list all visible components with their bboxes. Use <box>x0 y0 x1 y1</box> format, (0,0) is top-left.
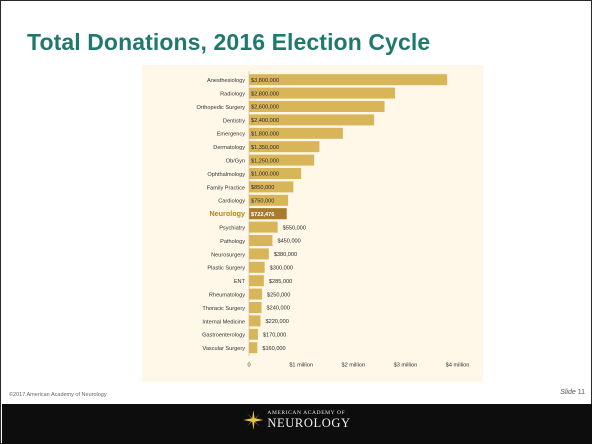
x-tick-label: 0 <box>247 362 250 368</box>
bar <box>249 154 315 166</box>
data-label: $2,800,000 <box>251 91 279 97</box>
logo-line1: AMERICAN ACADEMY OF <box>267 410 346 416</box>
category-label: Plastic Surgery <box>207 266 245 272</box>
category-label: Emergency <box>217 132 245 138</box>
logo-line2: NEUROLOGY <box>267 415 351 430</box>
data-label: $550,000 <box>283 225 306 231</box>
slide-word: Slide <box>560 389 576 396</box>
data-label: $2,600,000 <box>251 105 279 111</box>
x-tick-label: $1 million <box>289 362 313 368</box>
data-label: $250,000 <box>267 292 290 298</box>
data-label: $380,000 <box>274 252 297 258</box>
bar <box>249 302 262 313</box>
data-label: $1,800,000 <box>251 132 279 138</box>
category-label: Family Practice <box>207 185 245 191</box>
bar <box>249 221 278 233</box>
bar <box>249 127 343 139</box>
slide-number-value: 11 <box>577 389 585 396</box>
category-label: Internal Medicine <box>202 319 245 325</box>
data-label: $1,000,000 <box>251 172 279 178</box>
x-tick-label: $4 million <box>446 362 470 368</box>
bar <box>249 168 302 179</box>
bar <box>249 87 395 99</box>
category-label: Cardiology <box>218 199 245 205</box>
data-label: $160,000 <box>262 346 285 352</box>
category-label: Rheumatology <box>209 293 245 299</box>
bar <box>249 235 273 246</box>
chart-panel: Anesthesiology $3,800,000 Radiology $2,800,… <box>142 65 483 382</box>
data-label: $750,000 <box>251 199 274 205</box>
highlight-bar <box>249 208 287 220</box>
data-label: $300,000 <box>270 266 293 272</box>
starburst-icon <box>243 410 264 430</box>
bar <box>249 181 294 193</box>
data-label: $722,476 <box>251 212 274 218</box>
category-label: Ophthalmology <box>207 172 245 178</box>
category-label: Dermatology <box>213 145 245 151</box>
bar <box>249 74 448 86</box>
category-label: Anesthesiology <box>207 78 245 84</box>
category-label: Vascular Surgery <box>203 346 246 352</box>
bar <box>249 261 265 273</box>
footer-band: AMERICAN ACADEMY OF NEUROLOGY <box>2 404 592 444</box>
bar <box>249 141 320 153</box>
aan-logo: AMERICAN ACADEMY OF NEUROLOGY <box>243 410 350 430</box>
category-label: Neurology <box>209 209 245 218</box>
bar <box>249 288 263 300</box>
data-label: $285,000 <box>269 279 292 285</box>
bar <box>249 342 258 354</box>
bar <box>249 248 269 260</box>
data-label: $220,000 <box>265 319 288 325</box>
category-label: Radiology <box>220 92 245 98</box>
bar <box>249 328 258 340</box>
category-label: Ob/Gyn <box>226 159 245 165</box>
data-label: $170,000 <box>263 333 286 339</box>
category-label: Thoracic Surgery <box>202 306 245 312</box>
data-label: $1,350,000 <box>251 145 279 151</box>
category-label: Dentistry <box>223 118 245 124</box>
category-label: Neurosurgery <box>211 252 245 258</box>
bar <box>249 101 385 112</box>
slide-number: Slide 11 <box>560 389 585 396</box>
bar <box>249 114 375 126</box>
bar-chart: Anesthesiology $3,800,000 Radiology $2,800,… <box>196 71 470 368</box>
data-label: $1,250,000 <box>251 158 279 164</box>
bar <box>249 194 289 206</box>
data-label: $240,000 <box>267 306 290 312</box>
x-tick-label: $2 million <box>341 362 365 368</box>
category-label: Psychiatry <box>219 226 245 232</box>
bar <box>249 275 264 287</box>
category-label: Pathology <box>220 239 245 245</box>
data-label: $3,800,000 <box>251 78 279 84</box>
footer-copyright: ©2017 American Academy of Neurology <box>9 392 107 398</box>
category-label: Orthopedic Surgery <box>196 105 245 111</box>
category-label: Gastroenterology <box>202 333 245 339</box>
data-label: $2,400,000 <box>251 118 279 124</box>
bar <box>249 315 261 327</box>
data-label: $450,000 <box>277 239 300 245</box>
data-label: $850,000 <box>251 185 274 191</box>
x-tick-label: $3 million <box>394 362 418 368</box>
slide-title: Total Donations, 2016 Election Cycle <box>27 29 431 55</box>
category-label: ENT <box>234 279 246 285</box>
